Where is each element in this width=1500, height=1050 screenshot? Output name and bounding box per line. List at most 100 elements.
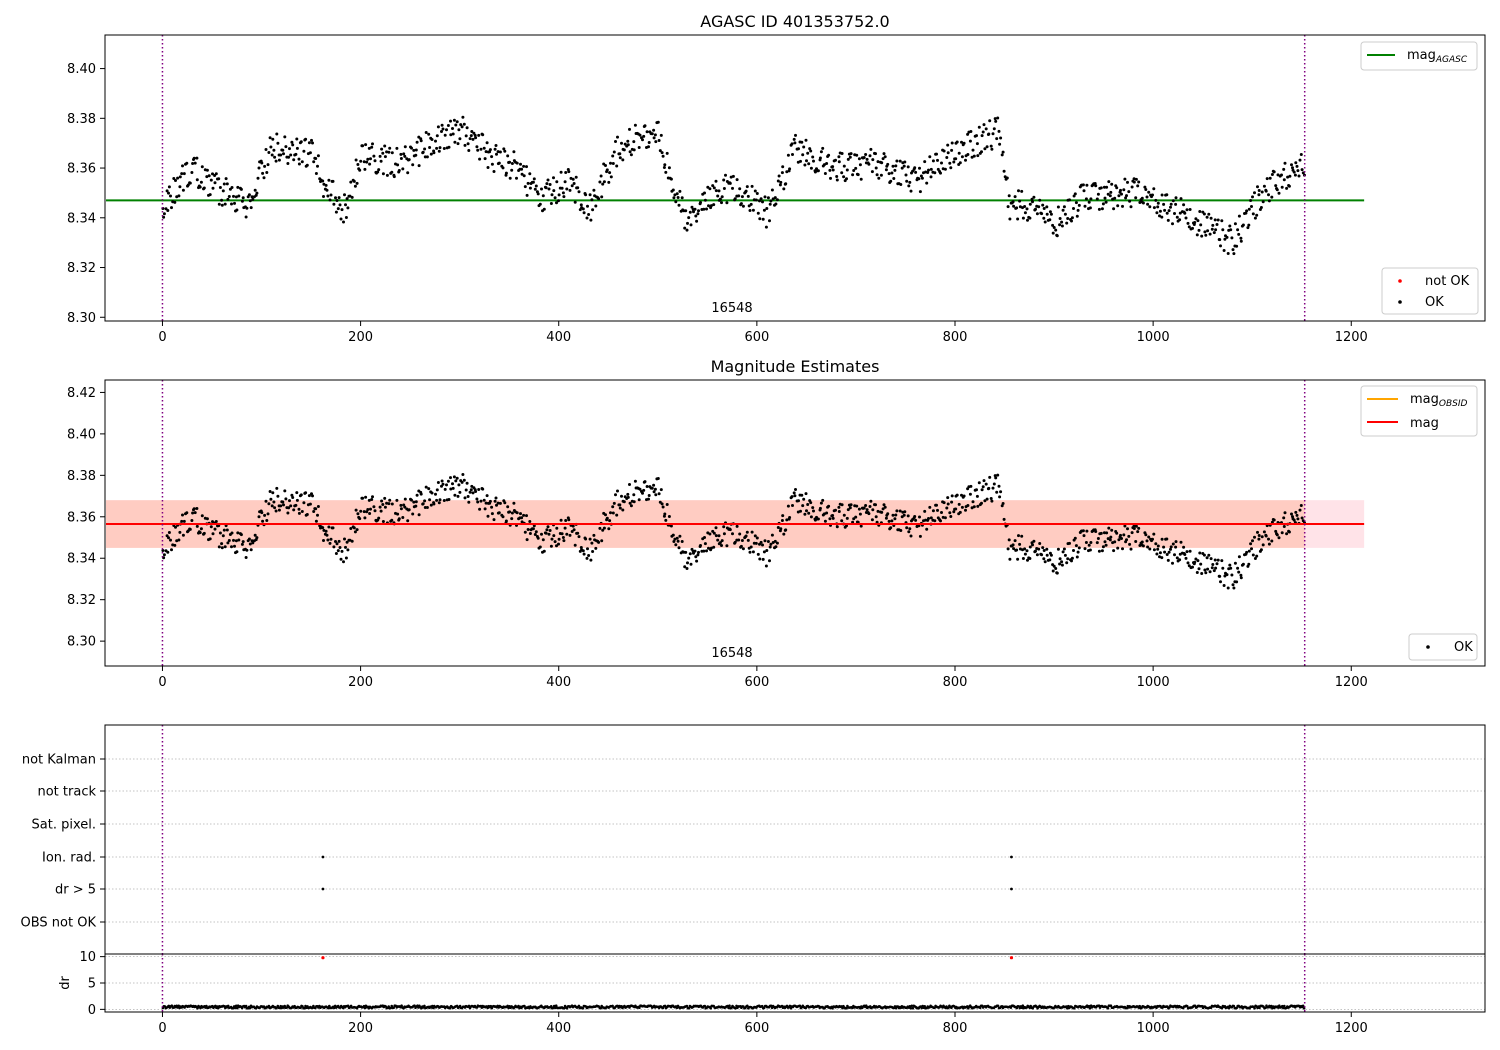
data-point (809, 166, 813, 170)
data-point (295, 137, 299, 141)
data-point (1267, 199, 1271, 203)
data-point (797, 147, 800, 151)
data-point (234, 195, 238, 199)
data-point (1195, 571, 1199, 574)
data-point (297, 157, 301, 161)
data-point (526, 181, 530, 185)
data-point (251, 197, 255, 201)
data-point (200, 165, 204, 169)
data-point (390, 518, 394, 522)
data-point (895, 159, 899, 163)
data-point (871, 158, 875, 162)
data-point (1076, 208, 1080, 212)
data-point (299, 140, 303, 144)
data-point (842, 175, 846, 179)
data-point (933, 171, 937, 175)
data-point (1216, 218, 1220, 222)
data-point (612, 150, 616, 154)
data-point (167, 191, 170, 195)
data-point (809, 149, 813, 153)
data-point (1175, 556, 1179, 560)
data-point (273, 155, 277, 159)
x-tick-label: 1200 (1335, 330, 1368, 345)
x-tick-label: 800 (943, 330, 968, 345)
data-point (702, 207, 706, 211)
data-point (1232, 586, 1236, 590)
data-point (1167, 550, 1171, 554)
data-point (429, 503, 433, 507)
data-point (1125, 194, 1128, 198)
data-point (902, 164, 906, 168)
data-point (1198, 210, 1202, 213)
data-point (451, 132, 455, 136)
data-point (776, 179, 780, 183)
data-point (198, 185, 202, 189)
data-point (494, 496, 498, 500)
data-point (794, 133, 797, 137)
data-point (987, 486, 991, 490)
data-point (821, 146, 825, 150)
data-point (1158, 209, 1162, 213)
data-point (214, 172, 218, 176)
data-point (1187, 225, 1191, 229)
data-point (233, 544, 236, 548)
data-point (1223, 237, 1227, 241)
data-point (550, 193, 554, 197)
data-point (254, 193, 258, 197)
data-point (1060, 224, 1064, 228)
data-point (325, 533, 329, 537)
data-point (745, 185, 749, 189)
data-point (412, 500, 416, 504)
data-point (957, 502, 961, 506)
data-point (180, 519, 184, 523)
data-point (1178, 558, 1182, 562)
data-point (1251, 195, 1254, 199)
data-point (761, 200, 764, 204)
data-point (722, 532, 726, 536)
dr-point (996, 1004, 1000, 1008)
data-point (366, 157, 370, 161)
data-point (1212, 231, 1216, 235)
data-point (1259, 206, 1263, 209)
data-point (169, 194, 172, 198)
data-point (469, 134, 473, 138)
data-point (768, 559, 771, 563)
data-point (876, 160, 880, 164)
data-point (1287, 184, 1291, 188)
data-point (1255, 554, 1259, 558)
data-point (1012, 204, 1016, 208)
data-point (874, 166, 878, 170)
data-point (1241, 223, 1245, 227)
data-point (976, 504, 980, 508)
data-point (1103, 196, 1107, 200)
data-point (557, 542, 560, 546)
data-point (326, 194, 330, 198)
data-point (958, 161, 962, 165)
data-point (975, 488, 978, 492)
data-point (1043, 560, 1047, 564)
data-point (678, 534, 682, 538)
data-point (166, 550, 170, 554)
data-point (230, 531, 234, 535)
data-point (678, 189, 682, 193)
data-point (918, 190, 922, 194)
data-point (510, 511, 514, 515)
dr-point (1087, 1004, 1091, 1008)
data-point (436, 481, 440, 484)
data-point (834, 158, 837, 162)
data-point (1268, 176, 1272, 180)
data-point (1082, 534, 1086, 538)
data-point (775, 541, 779, 545)
data-point (528, 172, 532, 176)
data-point (716, 538, 720, 542)
data-point (907, 184, 911, 188)
data-point (473, 133, 477, 137)
data-point (968, 492, 972, 496)
data-point (984, 127, 988, 131)
dr-point (599, 1006, 602, 1010)
data-point (1141, 201, 1145, 205)
data-point (939, 171, 942, 175)
data-point (562, 539, 566, 543)
data-point (874, 503, 877, 507)
data-point (291, 496, 295, 499)
